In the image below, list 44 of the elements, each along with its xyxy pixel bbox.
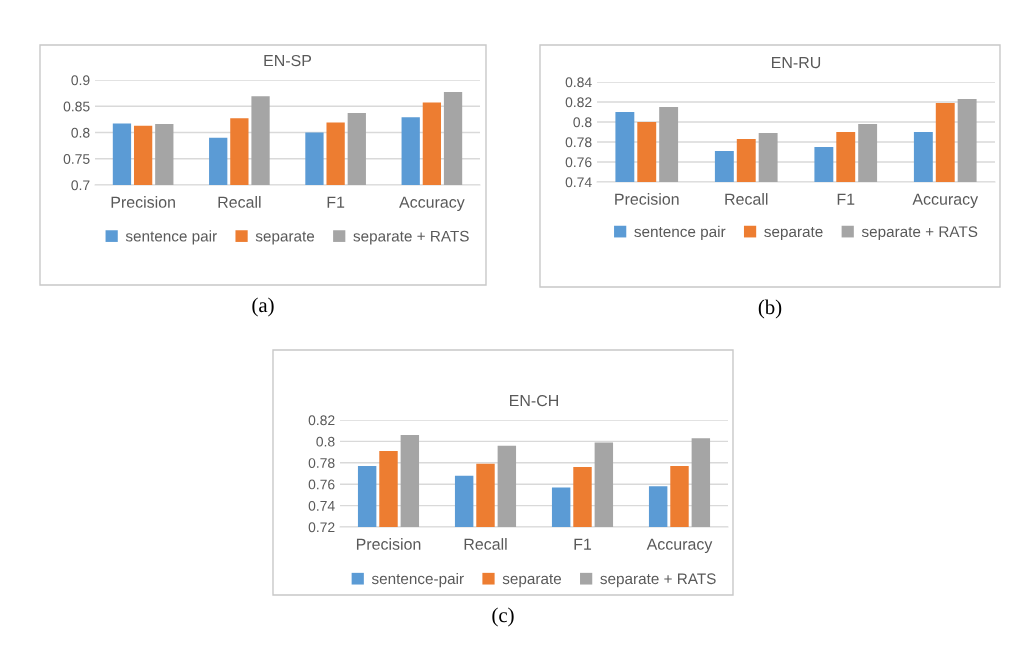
x-tick-label: Accuracy xyxy=(646,538,713,553)
y-tick-label: 0.76 xyxy=(308,479,335,490)
x-tick-label: Accuracy xyxy=(912,193,979,208)
x-tick-label: Precision xyxy=(111,196,175,208)
y-tick-label: 0.74 xyxy=(565,177,592,188)
legend-label: sentence pair xyxy=(125,230,217,245)
x-tick-label: Recall xyxy=(464,538,507,550)
y-tick-label: 0.8 xyxy=(71,127,90,138)
y-tick-label: 0.8 xyxy=(316,436,335,447)
chart-title: EN-CH xyxy=(510,394,558,407)
x-tick-label: Accuracy xyxy=(399,196,465,211)
y-tick-label: 0.72 xyxy=(308,522,335,533)
legend-label: sentence pair xyxy=(634,225,726,241)
y-tick-label: 0.82 xyxy=(308,415,335,426)
y-tick-label: 0.76 xyxy=(565,157,592,168)
y-tick-label: 0.75 xyxy=(63,154,90,164)
chart-title: EN-SP xyxy=(264,54,312,67)
y-tick-label: 0.78 xyxy=(565,137,592,148)
x-tick-label: Recall xyxy=(218,196,261,208)
chart-title: EN-RU xyxy=(772,57,821,69)
x-tick-label: Precision xyxy=(356,538,421,550)
x-tick-label: F1 xyxy=(327,196,345,208)
legend-label: separate + RATS xyxy=(353,230,469,245)
y-tick-label: 0.82 xyxy=(565,97,592,108)
text: (a) xyxy=(252,297,274,317)
x-tick-label: Precision xyxy=(615,193,679,205)
x-tick-label: F1 xyxy=(837,193,855,205)
y-tick-label: 0.8 xyxy=(573,117,592,128)
y-tick-label: 0.84 xyxy=(565,77,592,88)
x-tick-label: Recall xyxy=(725,193,768,205)
y-tick-label: 0.9 xyxy=(71,75,90,86)
y-tick-label: 0.74 xyxy=(308,500,335,511)
x-tick-label: F1 xyxy=(574,538,592,550)
text: (c) xyxy=(492,607,514,627)
legend-label: separate + RATS xyxy=(861,226,978,241)
legend-label: separate + RATS xyxy=(600,573,716,588)
legend-label: separate xyxy=(255,231,315,245)
text: (b) xyxy=(758,299,782,319)
y-tick-label: 0.7 xyxy=(71,180,90,191)
legend-label: separate xyxy=(764,227,823,241)
y-tick-label: 0.85 xyxy=(63,101,90,112)
y-tick-label: 0.78 xyxy=(308,458,335,468)
legend-label: separate xyxy=(502,574,562,588)
legend-label: sentence-pair xyxy=(371,572,464,588)
